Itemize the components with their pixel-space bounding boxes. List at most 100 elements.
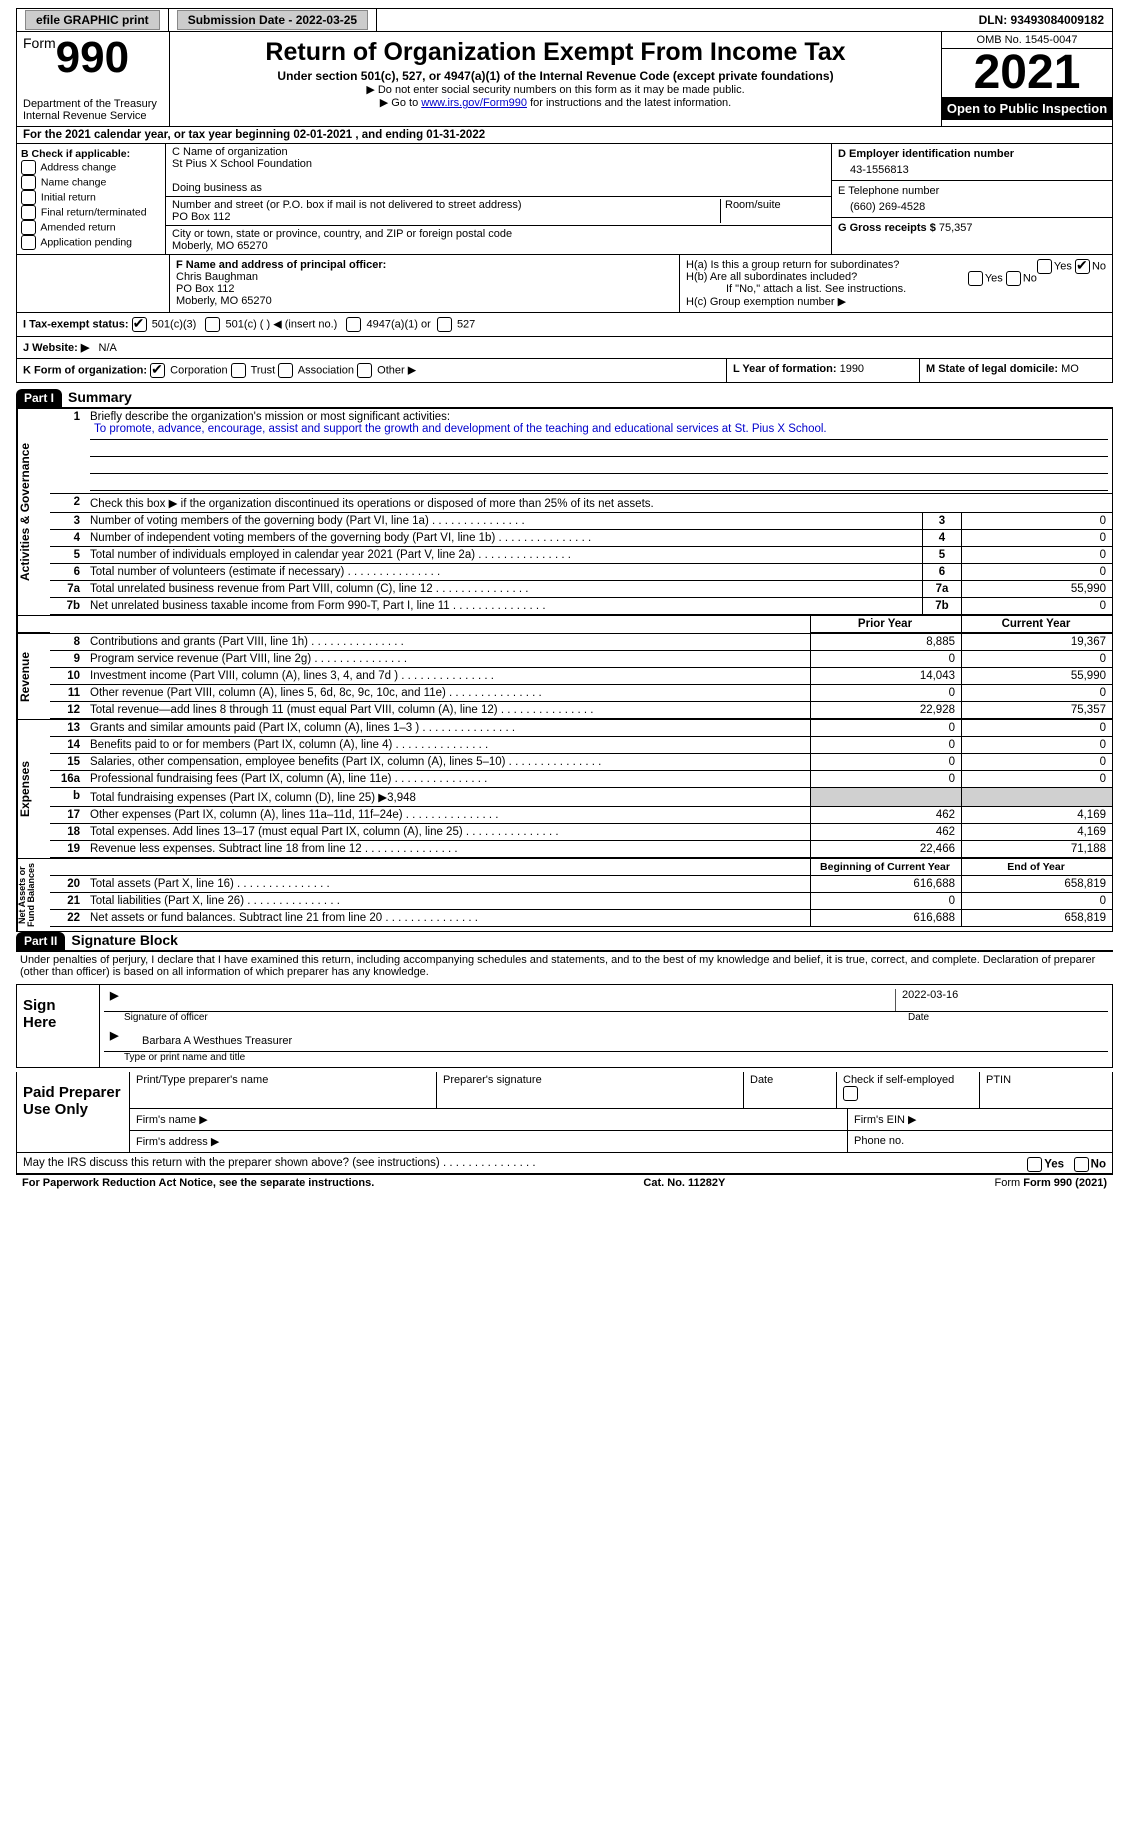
line-j: J Website: ▶ N/A bbox=[17, 337, 1112, 358]
topbar: efile GRAPHIC print Submission Date - 20… bbox=[16, 8, 1113, 32]
form-number: Form990 bbox=[23, 36, 163, 80]
ein: 43-1556813 bbox=[838, 160, 1106, 176]
submission-date-button[interactable]: Submission Date - 2022-03-25 bbox=[177, 10, 368, 30]
line-num: b bbox=[50, 788, 86, 807]
assoc-checkbox[interactable] bbox=[278, 363, 293, 378]
line-num: 15 bbox=[50, 754, 86, 771]
prior-value: 22,466 bbox=[811, 841, 962, 858]
current-value: 4,169 bbox=[962, 807, 1113, 824]
prior-value: 0 bbox=[811, 720, 962, 737]
section-b: B Check if applicable: Address change Na… bbox=[17, 144, 166, 254]
line-box: 5 bbox=[923, 547, 962, 564]
current-value: 55,990 bbox=[962, 668, 1113, 685]
prior-value: 0 bbox=[811, 771, 962, 788]
line-text: Salaries, other compensation, employee b… bbox=[86, 754, 811, 771]
current-value: 0 bbox=[962, 771, 1113, 788]
hb-no-checkbox[interactable] bbox=[1006, 271, 1021, 286]
prior-value: 462 bbox=[811, 807, 962, 824]
line-num: 22 bbox=[50, 910, 86, 927]
other-checkbox[interactable] bbox=[357, 363, 372, 378]
line-text: Total liabilities (Part X, line 26) bbox=[86, 893, 811, 910]
sig-date: 2022-03-16 bbox=[895, 989, 1108, 1011]
line-i: I Tax-exempt status: 501(c)(3) 501(c) ( … bbox=[17, 313, 1112, 336]
sign-here-label: Sign Here bbox=[17, 985, 99, 1067]
end-year-header: End of Year bbox=[962, 859, 1113, 876]
ha-yes-checkbox[interactable] bbox=[1037, 259, 1052, 274]
line-value: 55,990 bbox=[962, 581, 1113, 598]
hb-yes-checkbox[interactable] bbox=[968, 271, 983, 286]
line-num: 17 bbox=[50, 807, 86, 824]
line-num: 6 bbox=[50, 564, 86, 581]
website: N/A bbox=[99, 342, 117, 354]
line-text: Total assets (Part X, line 16) bbox=[86, 876, 811, 893]
dln-label: DLN: 93493084009182 bbox=[971, 9, 1112, 31]
may-discuss: May the IRS discuss this return with the… bbox=[16, 1153, 1113, 1174]
officer-name: Chris Baughman bbox=[176, 271, 673, 283]
line-num: 16a bbox=[50, 771, 86, 788]
form-subtitle-3: ▶ Go to www.irs.gov/Form990 for instruct… bbox=[176, 96, 935, 109]
ha-no-checkbox[interactable] bbox=[1075, 259, 1090, 274]
part-ii-header: Part II bbox=[16, 932, 65, 950]
irs-link[interactable]: www.irs.gov/Form990 bbox=[421, 97, 527, 109]
corp-checkbox[interactable] bbox=[150, 363, 165, 378]
section-d-e-g: D Employer identification number43-15568… bbox=[831, 144, 1112, 254]
trust-checkbox[interactable] bbox=[231, 363, 246, 378]
line-box: 3 bbox=[923, 513, 962, 530]
line-text: Contributions and grants (Part VIII, lin… bbox=[86, 634, 811, 651]
discuss-yes-checkbox[interactable] bbox=[1027, 1157, 1042, 1172]
line-value: 0 bbox=[962, 547, 1113, 564]
app-pending-checkbox[interactable] bbox=[21, 235, 36, 250]
current-value: 0 bbox=[962, 720, 1113, 737]
527-checkbox[interactable] bbox=[437, 317, 452, 332]
address-change-checkbox[interactable] bbox=[21, 160, 36, 175]
line-box: 6 bbox=[923, 564, 962, 581]
line-num: 3 bbox=[50, 513, 86, 530]
prior-year-header: Prior Year bbox=[811, 616, 962, 633]
line-text: Total fundraising expenses (Part IX, col… bbox=[86, 788, 811, 807]
prior-value: 22,928 bbox=[811, 702, 962, 719]
vlabel-revenue: Revenue bbox=[17, 634, 50, 719]
current-year-header: Current Year bbox=[962, 616, 1113, 633]
line-k: K Form of organization: Corporation Trus… bbox=[17, 359, 727, 382]
line-num: 8 bbox=[50, 634, 86, 651]
line-num: 4 bbox=[50, 530, 86, 547]
part-ii-title: Signature Block bbox=[65, 932, 178, 948]
amended-return-checkbox[interactable] bbox=[21, 220, 36, 235]
line-num: 20 bbox=[50, 876, 86, 893]
line-a: For the 2021 calendar year, or tax year … bbox=[16, 127, 1113, 144]
discuss-no-checkbox[interactable] bbox=[1074, 1157, 1089, 1172]
dept-label: Department of the Treasury Internal Reve… bbox=[23, 98, 163, 122]
efile-print-button[interactable]: efile GRAPHIC print bbox=[25, 10, 160, 30]
current-value: 4,169 bbox=[962, 824, 1113, 841]
prior-value bbox=[811, 788, 962, 807]
line-value: 0 bbox=[962, 564, 1113, 581]
name-change-checkbox[interactable] bbox=[21, 175, 36, 190]
form-footer: Form Form 990 (2021) bbox=[994, 1177, 1107, 1189]
open-inspection: Open to Public Inspection bbox=[942, 97, 1112, 120]
mission-text: To promote, advance, encourage, assist a… bbox=[90, 423, 1108, 440]
line-text: Other expenses (Part IX, column (A), lin… bbox=[86, 807, 811, 824]
501c3-checkbox[interactable] bbox=[132, 317, 147, 332]
4947-checkbox[interactable] bbox=[346, 317, 361, 332]
line-box: 7a bbox=[923, 581, 962, 598]
form-subtitle-2: ▶ Do not enter social security numbers o… bbox=[176, 83, 935, 96]
line-text: Total revenue—add lines 8 through 11 (mu… bbox=[86, 702, 811, 719]
line-value: 0 bbox=[962, 513, 1113, 530]
prior-value: 616,688 bbox=[811, 910, 962, 927]
current-value: 71,188 bbox=[962, 841, 1113, 858]
prior-value: 0 bbox=[811, 651, 962, 668]
vlabel-netassets: Net Assets or Fund Balances bbox=[17, 859, 50, 931]
prior-value: 14,043 bbox=[811, 668, 962, 685]
line-text: Professional fundraising fees (Part IX, … bbox=[86, 771, 811, 788]
paid-preparer-label: Paid Preparer Use Only bbox=[17, 1072, 129, 1152]
final-return-checkbox[interactable] bbox=[21, 205, 36, 220]
line-num: 10 bbox=[50, 668, 86, 685]
self-employed-checkbox[interactable] bbox=[843, 1086, 858, 1101]
line-text: Total number of volunteers (estimate if … bbox=[86, 564, 923, 581]
line-num: 18 bbox=[50, 824, 86, 841]
prior-value: 0 bbox=[811, 685, 962, 702]
current-value: 19,367 bbox=[962, 634, 1113, 651]
initial-return-checkbox[interactable] bbox=[21, 190, 36, 205]
501c-checkbox[interactable] bbox=[205, 317, 220, 332]
line-m: M State of legal domicile: MO bbox=[920, 359, 1112, 382]
